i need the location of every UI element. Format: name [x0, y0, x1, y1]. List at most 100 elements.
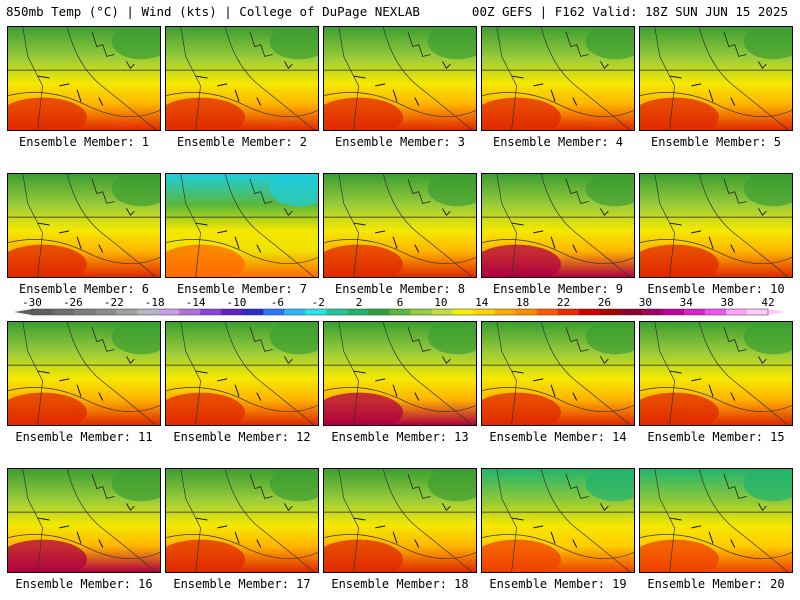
colorbar-swatch — [662, 309, 685, 315]
ensemble-member-label: Ensemble Member: 16 — [15, 577, 153, 591]
ensemble-map-panel — [7, 468, 161, 573]
colorbar-swatch — [536, 309, 559, 315]
colorbar-tick-label: -18 — [145, 296, 165, 309]
colorbar-swatch — [284, 309, 306, 315]
colorbar-swatch — [641, 309, 664, 315]
colorbar-swatch — [200, 309, 222, 315]
ensemble-map-panel — [639, 173, 793, 278]
ensemble-map-panel — [323, 173, 477, 278]
ensemble-member-label: Ensemble Member: 3 — [334, 135, 466, 149]
colorbar-swatch — [389, 309, 412, 315]
colorbar-swatch — [32, 309, 54, 315]
colorbar-swatch — [620, 309, 643, 315]
colorbar-swatch — [578, 309, 601, 315]
temperature-colorbar: -30 -26 -22 -18 -14 -10 -6 -2 2 6 10 14 18 22 26 30 34 38… — [14, 296, 786, 316]
colorbar-left-arrow — [14, 309, 32, 315]
ensemble-member-label: Ensemble Member: 15 — [647, 430, 785, 444]
ensemble-map-panel — [639, 468, 793, 573]
colorbar-swatch — [242, 309, 264, 315]
ensemble-member-label: Ensemble Member: 13 — [331, 430, 469, 444]
colorbar-swatch — [431, 309, 454, 315]
ensemble-member-label: Ensemble Member: 11 — [15, 430, 153, 444]
colorbar-tick-label: 6 — [397, 296, 404, 309]
ensemble-map-panel — [481, 321, 635, 426]
ensemble-member-label: Ensemble Member: 17 — [173, 577, 311, 591]
colorbar-swatch — [368, 309, 390, 315]
colorbar-swatch — [599, 309, 622, 315]
ensemble-map-panel — [481, 26, 635, 131]
ensemble-member-label: Ensemble Member: 14 — [489, 430, 627, 444]
ensemble-map-panel — [323, 468, 477, 573]
colorbar-tick-label: -10 — [227, 296, 247, 309]
colorbar-tick-label: 42 — [761, 296, 774, 309]
colorbar-swatch — [347, 309, 369, 315]
ensemble-map-panel — [481, 173, 635, 278]
colorbar-tick-label: 14 — [475, 296, 489, 309]
colorbar-swatch — [158, 309, 180, 315]
ensemble-member-label: Ensemble Member: 4 — [492, 135, 624, 149]
colorbar-swatch — [95, 309, 117, 315]
ensemble-map-panel — [323, 26, 477, 131]
colorbar-swatch — [557, 309, 580, 315]
map-title: 850mb Temp (°C) | Wind (kts) | College o… — [6, 4, 420, 19]
colorbar-tick-label: 38 — [720, 296, 733, 309]
model-run-info: 00Z GEFS | F162 Valid: 18Z SUN JUN 15 20… — [471, 4, 788, 19]
ensemble-map-panel — [7, 26, 161, 131]
ensemble-map-panel — [323, 321, 477, 426]
ensemble-map-panel — [639, 321, 793, 426]
colorbar-tick-label: 2 — [356, 296, 363, 309]
ensemble-member-label: Ensemble Member: 5 — [650, 135, 782, 149]
colorbar-swatch — [725, 309, 748, 315]
colorbar-swatch — [452, 309, 475, 315]
colorbar-tick-label: 34 — [680, 296, 694, 309]
colorbar-swatch — [137, 309, 159, 315]
colorbar-tick-label: -22 — [104, 296, 124, 309]
ensemble-map-panel — [7, 321, 161, 426]
colorbar-tick-label: 26 — [598, 296, 611, 309]
ensemble-member-label: Ensemble Member: 6 — [18, 282, 150, 296]
ensemble-member-label: Ensemble Member: 18 — [331, 577, 469, 591]
colorbar-swatch — [746, 309, 769, 315]
ensemble-member-label: Ensemble Member: 12 — [173, 430, 311, 444]
colorbar-tick-label: -26 — [63, 296, 83, 309]
colorbar-swatch — [221, 309, 243, 315]
colorbar-swatch — [53, 309, 75, 315]
ensemble-map-panel — [165, 468, 319, 573]
ensemble-map-panel — [165, 26, 319, 131]
ensemble-map-panel — [165, 321, 319, 426]
colorbar-outline — [31, 308, 769, 316]
colorbar-tick-label: 22 — [557, 296, 570, 309]
ensemble-member-label: Ensemble Member: 7 — [176, 282, 308, 296]
colorbar-tick-label: 30 — [639, 296, 652, 309]
ensemble-map-panel — [481, 468, 635, 573]
colorbar-swatch — [515, 309, 538, 315]
colorbar-swatch — [116, 309, 138, 315]
colorbar-swatch — [263, 309, 285, 315]
colorbar-tick-label: -6 — [271, 296, 284, 309]
ensemble-member-label: Ensemble Member: 8 — [334, 282, 466, 296]
ensemble-member-label: Ensemble Member: 9 — [492, 282, 624, 296]
ensemble-member-label: Ensemble Member: 2 — [176, 135, 308, 149]
colorbar-tick-label: -14 — [186, 296, 206, 309]
ensemble-member-label: Ensemble Member: 1 — [18, 135, 150, 149]
ensemble-map-panel — [7, 173, 161, 278]
colorbar-swatch — [494, 309, 517, 315]
colorbar-swatch — [305, 309, 327, 315]
colorbar-swatch — [179, 309, 201, 315]
colorbar-tick-label: -2 — [312, 296, 325, 309]
colorbar-tick-label: 18 — [516, 296, 529, 309]
colorbar-swatch — [74, 309, 96, 315]
ensemble-member-label: Ensemble Member: 19 — [489, 577, 627, 591]
ensemble-member-label: Ensemble Member: 20 — [647, 577, 785, 591]
ensemble-map-panel — [639, 26, 793, 131]
colorbar-tick-label: -30 — [22, 296, 42, 309]
colorbar-tick-label: 10 — [434, 296, 447, 309]
colorbar-swatch — [683, 309, 706, 315]
colorbar-swatch — [326, 309, 348, 315]
colorbar-swatch — [410, 309, 433, 315]
ensemble-map-panel — [165, 173, 319, 278]
colorbar-right-arrow — [768, 309, 786, 315]
colorbar-swatch — [473, 309, 496, 315]
ensemble-member-label: Ensemble Member: 10 — [647, 282, 785, 296]
colorbar-swatch — [704, 309, 727, 315]
